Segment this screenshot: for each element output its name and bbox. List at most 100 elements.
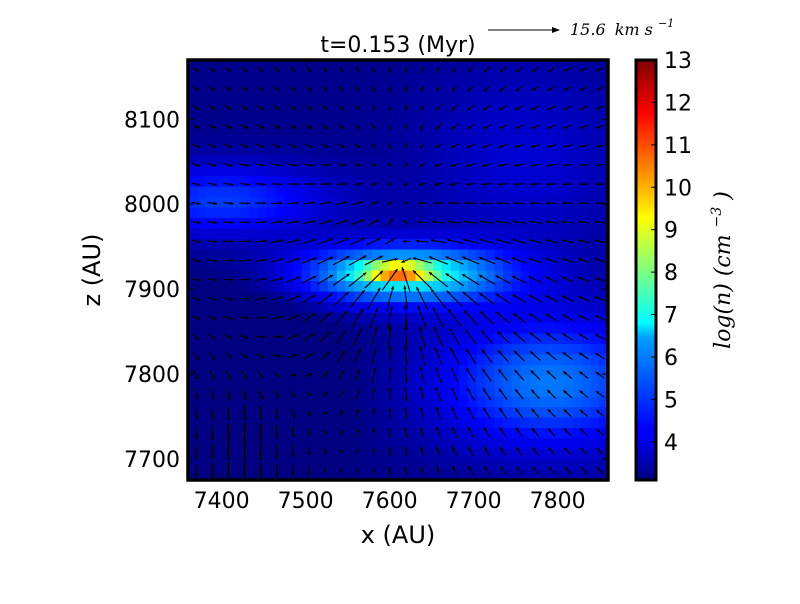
heatmap-cell	[512, 113, 521, 124]
heatmap-cell	[346, 449, 355, 460]
heatmap-cell	[354, 417, 363, 428]
heatmap-cell	[197, 81, 206, 92]
heatmap-cell	[206, 449, 215, 460]
heatmap-cell	[311, 407, 320, 418]
heatmap-cell	[407, 134, 416, 145]
heatmap-cell	[398, 228, 407, 239]
heatmap-cell	[538, 312, 547, 323]
heatmap-cell	[363, 291, 372, 302]
heatmap-cell	[311, 312, 320, 323]
heatmap-cell	[232, 449, 241, 460]
heatmap-cell	[538, 92, 547, 103]
heatmap-cell	[249, 270, 258, 281]
heatmap-cell	[232, 281, 241, 292]
heatmap-cell	[521, 165, 530, 176]
heatmap-cell	[197, 302, 206, 313]
heatmap-cell	[284, 123, 293, 134]
heatmap-cell	[284, 344, 293, 355]
heatmap-cell	[564, 312, 573, 323]
heatmap-cell	[556, 144, 565, 155]
heatmap-cell	[293, 155, 302, 166]
heatmap-cell	[407, 165, 416, 176]
heatmap-cell	[372, 113, 381, 124]
heatmap-cell	[556, 375, 565, 386]
heatmap-cell	[381, 228, 390, 239]
heatmap-cell	[416, 134, 425, 145]
heatmap-cell	[407, 155, 416, 166]
heatmap-cell	[591, 186, 600, 197]
heatmap-cell	[354, 459, 363, 470]
heatmap-cell	[407, 428, 416, 439]
heatmap-cell	[258, 134, 267, 145]
heatmap-cell	[267, 407, 276, 418]
heatmap-cell	[486, 396, 495, 407]
heatmap-cell	[241, 186, 250, 197]
heatmap-cell	[442, 438, 451, 449]
velocity-key-value: 15.6	[570, 20, 606, 39]
heatmap-cell	[521, 438, 530, 449]
heatmap-cell	[328, 155, 337, 166]
heatmap-cell	[398, 113, 407, 124]
heatmap-cell	[468, 449, 477, 460]
heatmap-cell	[372, 438, 381, 449]
heatmap-cell	[197, 71, 206, 82]
y-tick-label: 8100	[124, 108, 180, 133]
heatmap-cell	[381, 333, 390, 344]
heatmap-cell	[521, 249, 530, 260]
heatmap-cell	[258, 228, 267, 239]
heatmap-cell	[564, 228, 573, 239]
heatmap-cell	[503, 186, 512, 197]
heatmap-cell	[503, 113, 512, 124]
heatmap-cell	[442, 186, 451, 197]
heatmap-cell	[503, 438, 512, 449]
heatmap-cell	[459, 375, 468, 386]
heatmap-cell	[407, 407, 416, 418]
colorbar-tick-label: 11	[664, 134, 692, 159]
heatmap-cell	[582, 239, 591, 250]
heatmap-cell	[258, 207, 267, 218]
heatmap-cell	[276, 113, 285, 124]
heatmap-cell	[564, 407, 573, 418]
heatmap-cell	[372, 92, 381, 103]
heatmap-cell	[302, 375, 311, 386]
heatmap-cell	[372, 249, 381, 260]
heatmap-cell	[328, 102, 337, 113]
heatmap-cell	[372, 165, 381, 176]
heatmap-cell	[494, 396, 503, 407]
heatmap-cell	[529, 323, 538, 334]
heatmap-cell	[311, 375, 320, 386]
heatmap-cell	[424, 186, 433, 197]
heatmap-cell	[372, 207, 381, 218]
heatmap-cell	[223, 92, 232, 103]
heatmap-cell	[538, 375, 547, 386]
heatmap-cell	[591, 375, 600, 386]
heatmap-cell	[249, 323, 258, 334]
heatmap-cell	[389, 354, 398, 365]
heatmap-cell	[442, 123, 451, 134]
heatmap-cell	[346, 249, 355, 260]
heatmap-cell	[197, 92, 206, 103]
heatmap-cell	[284, 186, 293, 197]
heatmap-cell	[538, 165, 547, 176]
heatmap-cell	[311, 113, 320, 124]
heatmap-cell	[451, 207, 460, 218]
heatmap-cell	[267, 312, 276, 323]
heatmap-cell	[573, 281, 582, 292]
heatmap-cell	[337, 134, 346, 145]
heatmap-cell	[354, 396, 363, 407]
heatmap-cell	[267, 207, 276, 218]
heatmap-cell	[381, 113, 390, 124]
heatmap-cell	[591, 386, 600, 397]
heatmap-cell	[538, 207, 547, 218]
heatmap-cell	[529, 165, 538, 176]
heatmap-cell	[284, 438, 293, 449]
heatmap-cell	[538, 365, 547, 376]
heatmap-cell	[311, 207, 320, 218]
heatmap-cell	[249, 386, 258, 397]
heatmap-cell	[538, 144, 547, 155]
heatmap-cell	[529, 92, 538, 103]
heatmap-cell	[442, 333, 451, 344]
heatmap-cell	[547, 438, 556, 449]
heatmap-cell	[582, 123, 591, 134]
